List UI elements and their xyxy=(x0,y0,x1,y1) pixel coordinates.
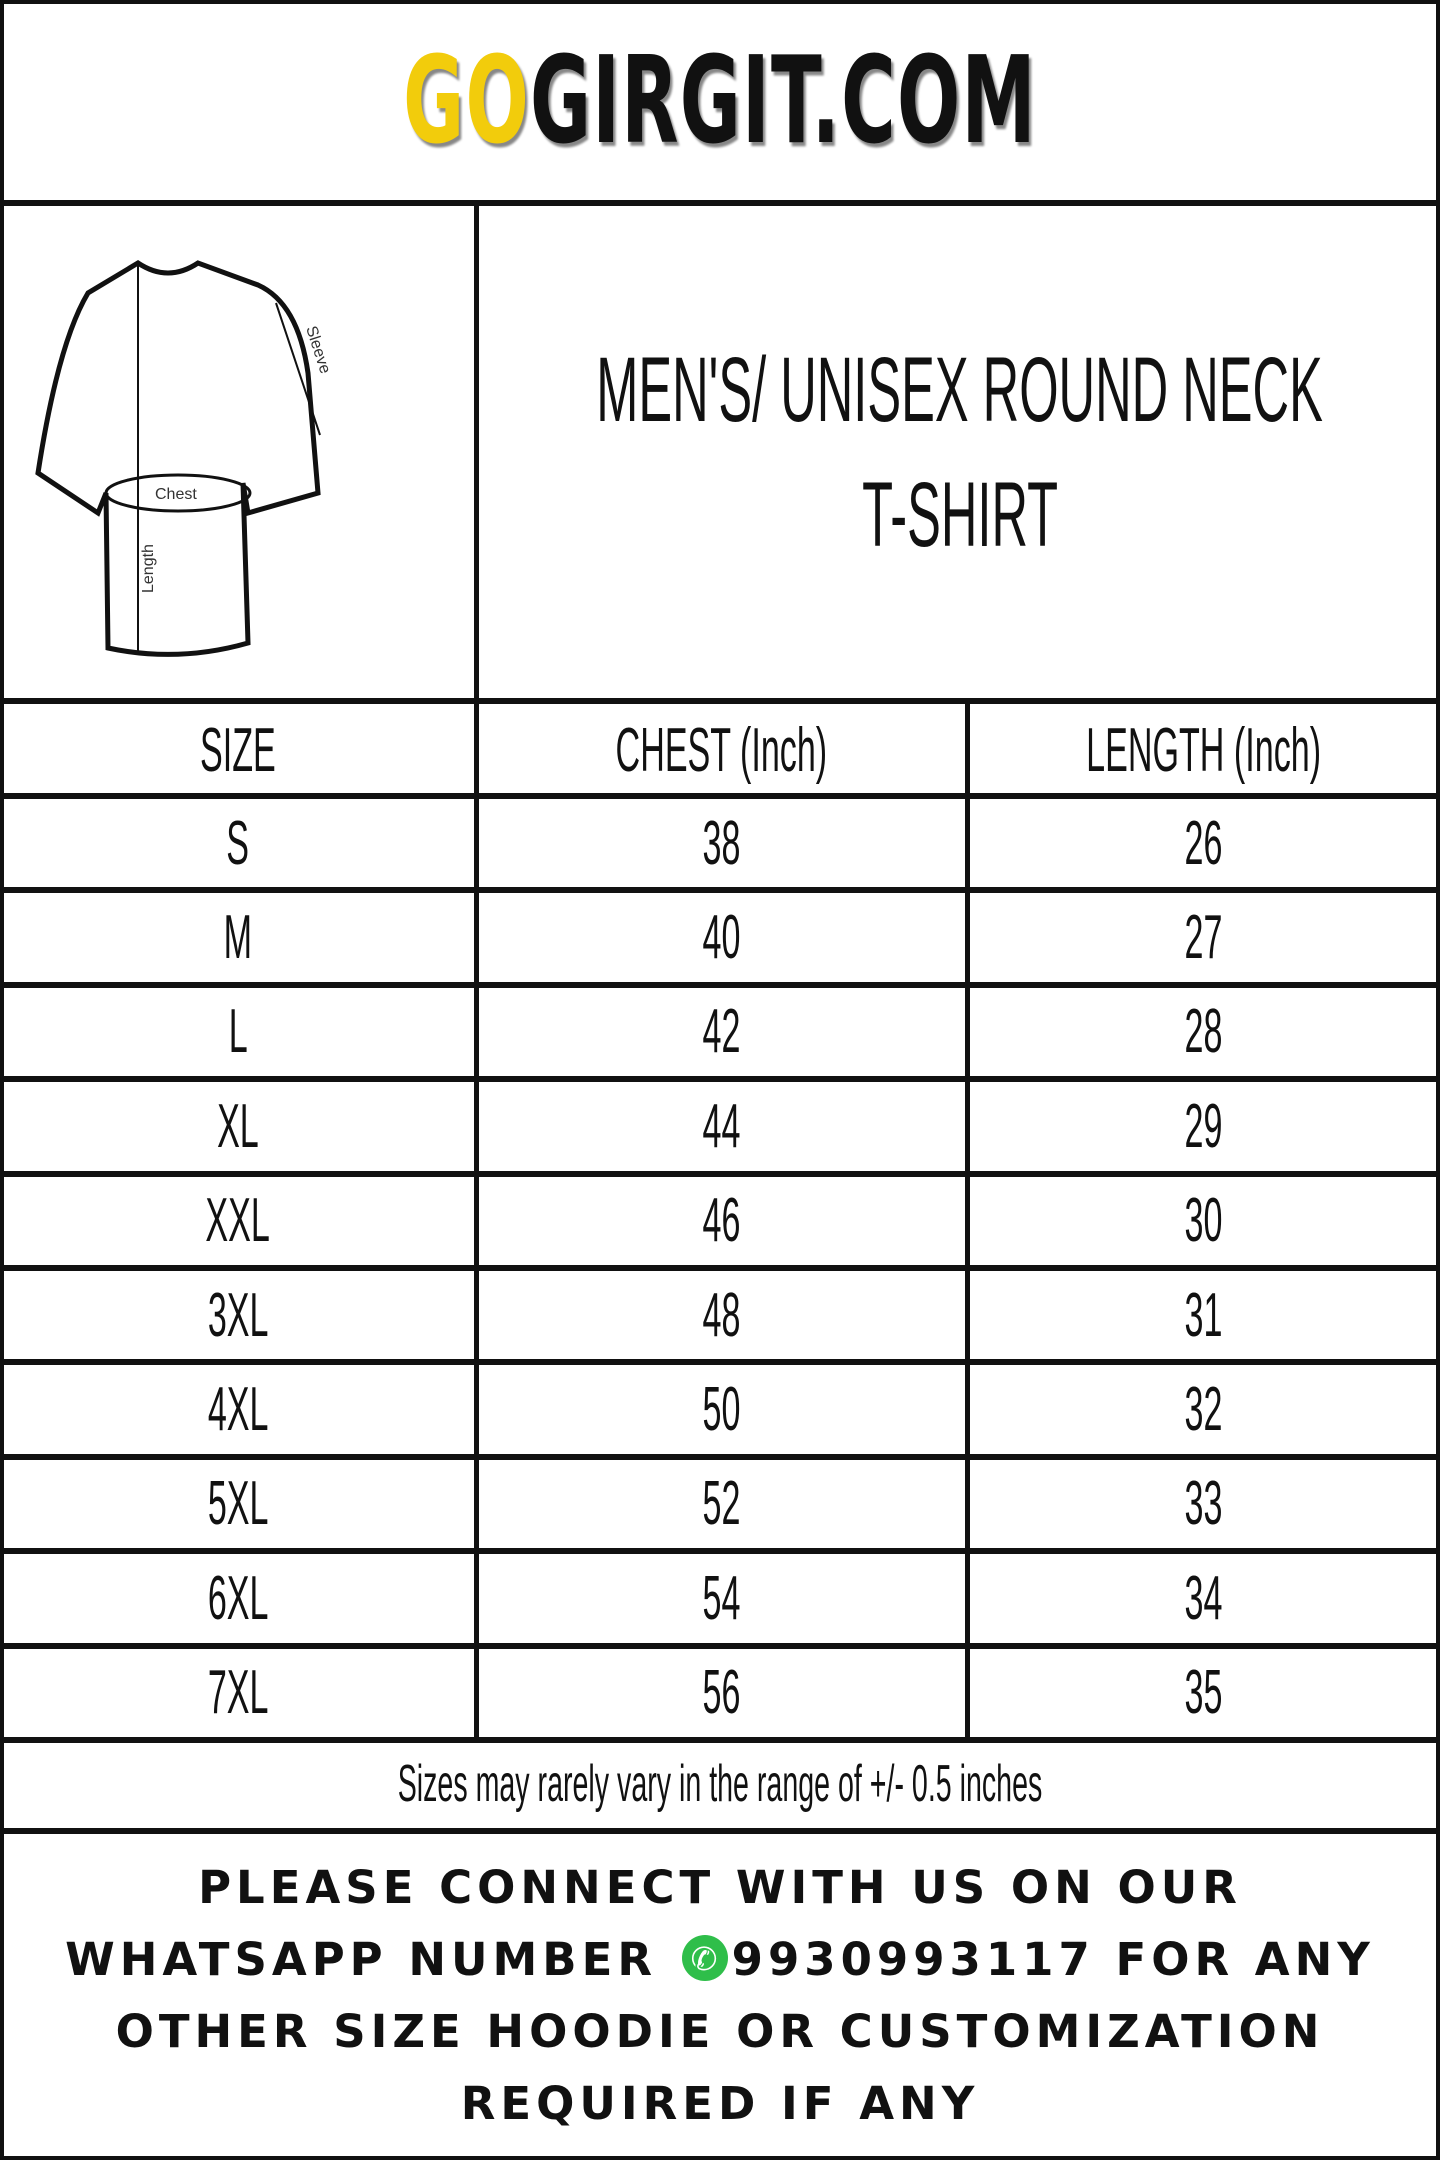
table-cell: 52 xyxy=(702,1469,741,1539)
table-cell: 40 xyxy=(702,903,741,973)
table-cell: 32 xyxy=(1184,1375,1223,1445)
table-cell: XL xyxy=(217,1091,259,1161)
table-cell: 6XL xyxy=(207,1563,269,1633)
table-cell: 33 xyxy=(1184,1469,1223,1539)
column-header: LENGTH (Inch) xyxy=(1086,715,1321,785)
column-header: SIZE xyxy=(200,715,276,785)
table-cell: 35 xyxy=(1184,1658,1223,1728)
table-cell: 3XL xyxy=(207,1280,269,1350)
logo: GOGIRGIT.COM xyxy=(403,32,1037,171)
table-cell: 4XL xyxy=(207,1375,269,1445)
table-cell: 44 xyxy=(702,1091,741,1161)
table-cell: 48 xyxy=(702,1280,741,1350)
table-cell: L xyxy=(228,997,248,1067)
tshirt-diagram: Chest Length Sleeve xyxy=(0,206,476,700)
table-cell: 7XL xyxy=(207,1658,269,1728)
page-title: MEN'S/ UNISEX ROUND NECK T-SHIRT xyxy=(596,339,1324,566)
table-cell: M xyxy=(223,903,253,973)
table-cell: 54 xyxy=(702,1563,741,1633)
table-cell: 26 xyxy=(1184,808,1223,878)
table-cell: 56 xyxy=(702,1658,741,1728)
phone-number: 9930993117 xyxy=(731,1933,1095,1986)
table-cell: 42 xyxy=(702,997,741,1067)
table-cell: 46 xyxy=(702,1186,741,1256)
table-cell: 34 xyxy=(1184,1563,1223,1633)
table-cell: 38 xyxy=(702,808,741,878)
svg-text:Chest: Chest xyxy=(155,486,197,503)
size-variation-note: Sizes may rarely vary in the range of +/… xyxy=(397,1755,1043,1813)
column-header: CHEST (Inch) xyxy=(615,715,828,785)
table-cell: 28 xyxy=(1184,997,1223,1067)
table-cell: 29 xyxy=(1184,1091,1223,1161)
table-cell: 30 xyxy=(1184,1186,1223,1256)
table-cell: 31 xyxy=(1184,1280,1223,1350)
table-cell: 50 xyxy=(702,1375,741,1445)
table-cell: S xyxy=(226,808,250,878)
svg-text:Length: Length xyxy=(140,544,157,593)
table-cell: 5XL xyxy=(207,1469,269,1539)
whatsapp-icon xyxy=(681,1923,728,1995)
table-cell: XXL xyxy=(205,1186,271,1256)
contact-footer: PLEASE CONNECT WITH US ON OUR WHATSAPP N… xyxy=(0,1836,1440,2156)
table-cell: 27 xyxy=(1184,903,1223,973)
